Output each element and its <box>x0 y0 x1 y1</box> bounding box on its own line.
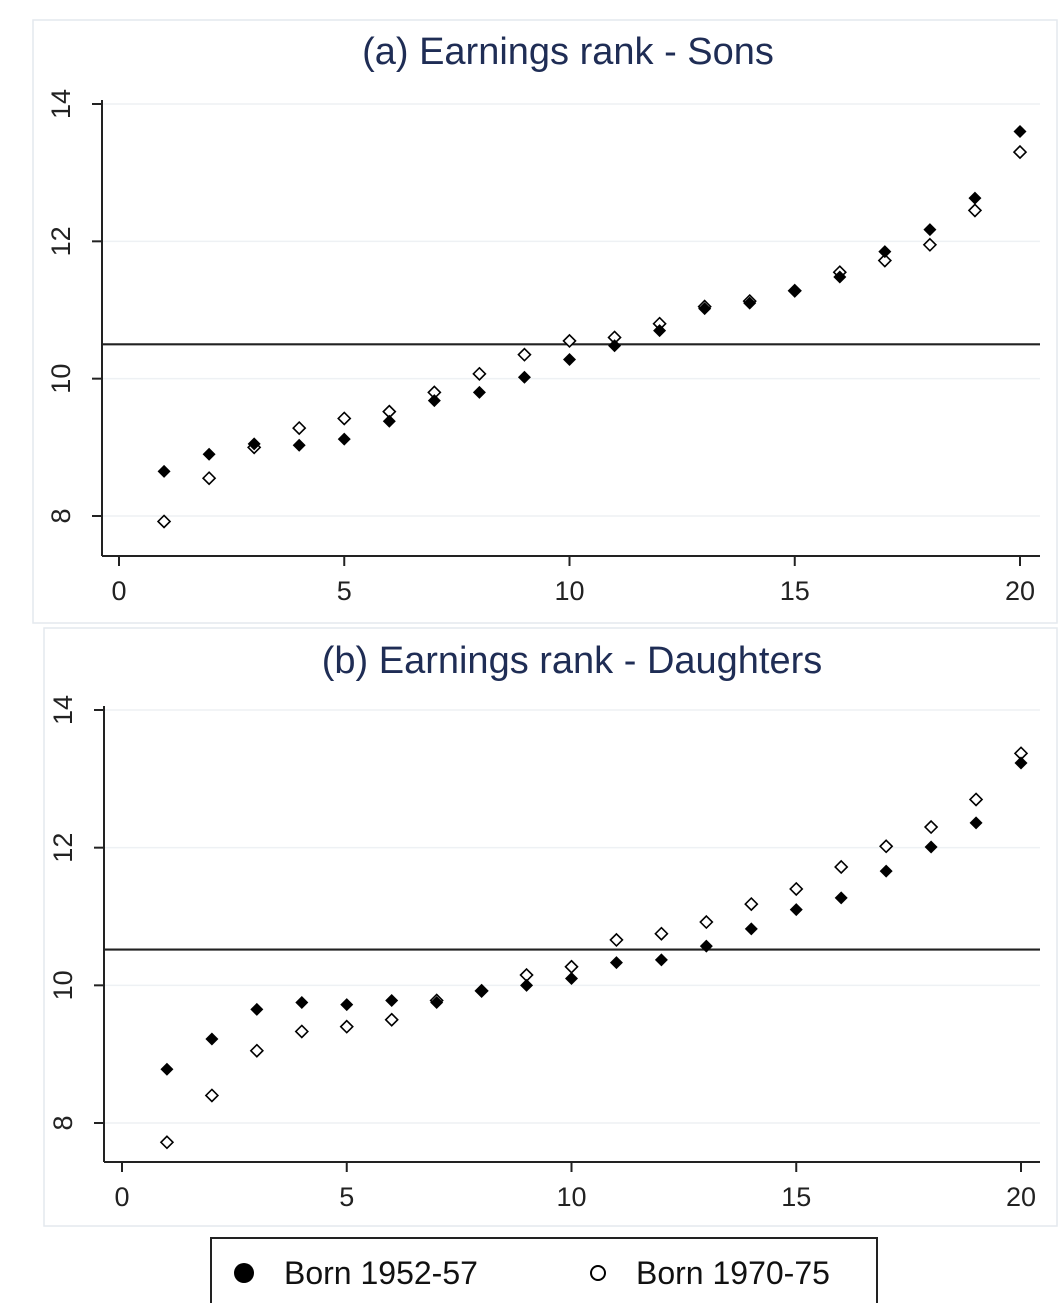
point-born-1970-75 <box>204 1088 220 1103</box>
legend-label-1970: Born 1970-75 <box>636 1254 830 1291</box>
point-born-1970-75 <box>249 1043 264 1058</box>
x-tick-label: 10 <box>554 576 584 606</box>
point-born-1952-57 <box>382 414 396 428</box>
point-born-1952-57 <box>834 891 848 905</box>
point-born-1970-75 <box>472 366 487 381</box>
point-born-1970-75 <box>923 819 939 835</box>
point-born-1970-75 <box>384 1012 399 1027</box>
y-tick-label: 14 <box>48 695 78 725</box>
point-born-1952-57 <box>833 270 847 284</box>
point-born-1970-75 <box>339 1019 354 1034</box>
point-born-1952-57 <box>427 394 441 408</box>
point-born-1970-75 <box>609 932 624 948</box>
hollow-circle-icon <box>590 1265 606 1281</box>
x-tick-label: 15 <box>780 576 810 606</box>
point-born-1970-75 <box>156 514 172 529</box>
x-tick-label: 0 <box>114 1182 129 1212</box>
point-born-1952-57 <box>743 296 757 310</box>
panel-background <box>32 19 1058 624</box>
y-tick-label: 12 <box>46 226 76 256</box>
y-tick-label: 8 <box>46 508 76 523</box>
point-born-1952-57 <box>430 996 444 1010</box>
point-born-1952-57 <box>202 447 216 461</box>
point-born-1952-57 <box>609 956 623 970</box>
y-tick-label: 10 <box>46 364 76 394</box>
point-born-1952-57 <box>923 223 937 237</box>
point-born-1952-57 <box>1013 124 1027 138</box>
point-born-1970-75 <box>922 237 938 252</box>
point-born-1952-57 <box>924 840 938 854</box>
point-born-1970-75 <box>967 203 983 218</box>
point-born-1970-75 <box>517 347 532 362</box>
point-born-1970-75 <box>1012 144 1028 160</box>
point-born-1970-75 <box>654 926 669 941</box>
y-tick-label: 8 <box>48 1115 78 1130</box>
point-born-1952-57 <box>340 998 354 1012</box>
point-born-1970-75 <box>292 420 307 436</box>
point-born-1952-57 <box>1014 756 1028 770</box>
legend: Born 1952-57 Born 1970-75 <box>210 1237 878 1303</box>
point-born-1970-75 <box>337 411 352 426</box>
point-born-1970-75 <box>877 253 892 268</box>
point-born-1952-57 <box>520 978 534 992</box>
point-born-1952-57 <box>563 352 576 366</box>
point-born-1952-57 <box>699 939 713 953</box>
point-born-1970-75 <box>968 792 984 807</box>
x-tick-label: 15 <box>781 1182 811 1212</box>
point-born-1970-75 <box>834 859 849 875</box>
point-born-1952-57 <box>475 984 489 998</box>
point-born-1952-57 <box>969 816 983 830</box>
point-born-1952-57 <box>744 922 758 936</box>
panel-sons: (a) Earnings rank - Sons 8 10 12 14 0 5 10 15 20 <box>32 19 1058 624</box>
point-born-1970-75 <box>294 1024 309 1039</box>
point-born-1952-57 <box>654 953 668 967</box>
point-born-1952-57 <box>565 971 578 985</box>
point-born-1952-57 <box>385 993 399 1007</box>
point-born-1970-75 <box>744 896 759 912</box>
x-tick-label: 5 <box>339 1182 354 1212</box>
point-born-1970-75 <box>789 881 804 897</box>
point-born-1952-57 <box>292 438 306 452</box>
point-born-1952-57 <box>878 245 892 259</box>
point-born-1952-57 <box>337 432 351 446</box>
point-born-1952-57 <box>157 464 171 478</box>
point-born-1952-57 <box>295 996 309 1010</box>
point-born-1952-57 <box>788 284 802 298</box>
y-tick-label: 14 <box>46 89 76 119</box>
point-born-1970-75 <box>201 471 217 486</box>
panel-daughters: (b) Earnings rank - Daughters 8 10 12 14 0 5 10… <box>43 627 1058 1227</box>
chart-title: (b) Earnings rank - Daughters <box>322 640 823 682</box>
legend-item-1952: Born 1952-57 <box>234 1253 478 1293</box>
point-born-1952-57 <box>250 1002 264 1016</box>
point-born-1952-57 <box>247 437 261 451</box>
legend-label-1952: Born 1952-57 <box>284 1254 478 1291</box>
x-tick-label: 5 <box>337 576 352 606</box>
point-born-1952-57 <box>789 903 803 917</box>
point-born-1952-57 <box>472 385 486 399</box>
x-tick-label: 20 <box>1006 1182 1036 1212</box>
chart-title: (a) Earnings rank - Sons <box>362 31 774 73</box>
point-born-1952-57 <box>653 324 667 338</box>
point-born-1952-57 <box>879 864 893 878</box>
y-tick-label: 12 <box>48 833 78 863</box>
x-tick-label: 10 <box>556 1182 586 1212</box>
y-tick-label: 10 <box>48 970 78 1000</box>
point-born-1970-75 <box>159 1135 175 1150</box>
point-born-1952-57 <box>968 191 982 205</box>
point-born-1970-75 <box>879 839 894 854</box>
point-born-1970-75 <box>699 914 714 930</box>
x-tick-label: 0 <box>111 576 126 606</box>
legend-item-1970: Born 1970-75 <box>590 1253 830 1293</box>
point-born-1952-57 <box>608 339 622 353</box>
filled-circle-icon <box>234 1263 254 1283</box>
point-born-1952-57 <box>160 1062 174 1076</box>
panel-background <box>43 627 1058 1227</box>
x-tick-label: 20 <box>1005 576 1035 606</box>
point-born-1952-57 <box>205 1032 219 1046</box>
point-born-1952-57 <box>517 370 531 384</box>
point-born-1970-75 <box>562 333 577 349</box>
point-born-1952-57 <box>698 302 712 316</box>
